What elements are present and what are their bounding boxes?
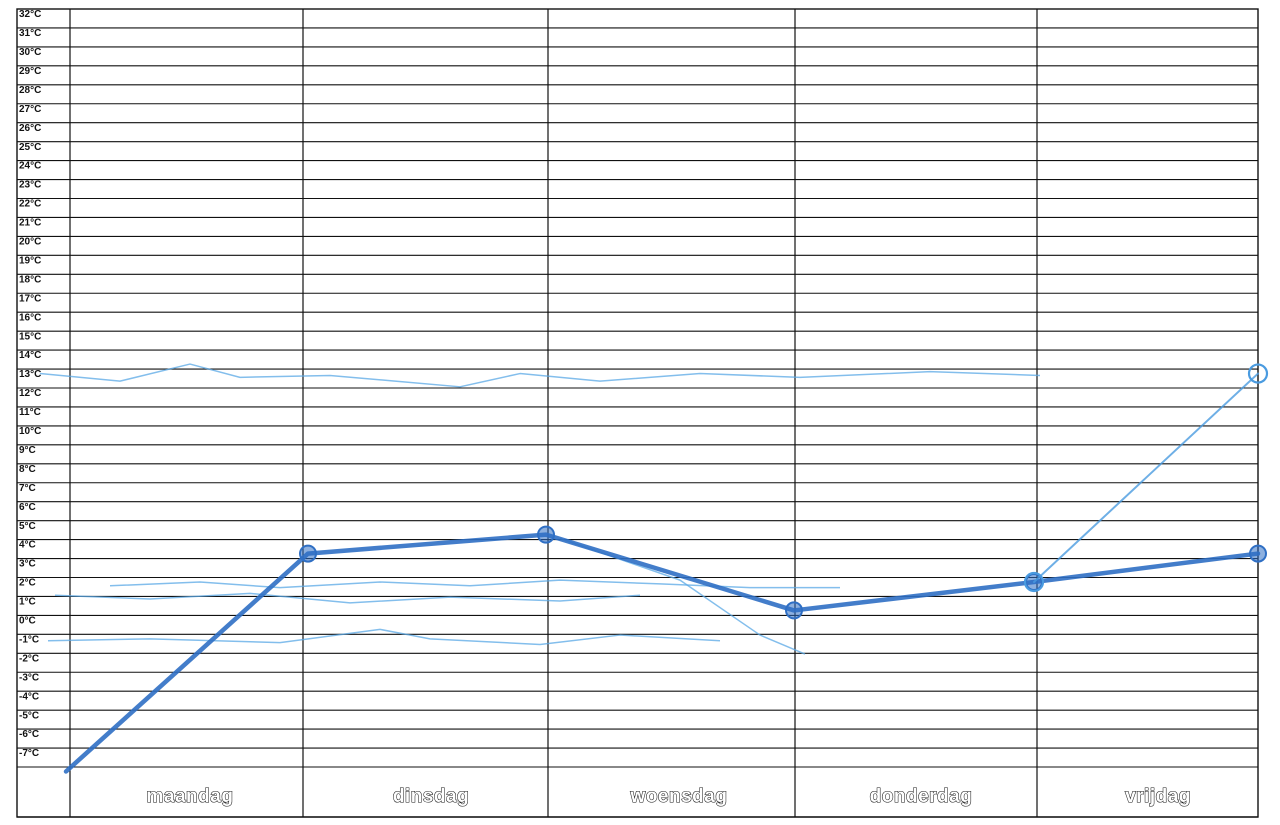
y-tick-label: 20°C (19, 237, 41, 248)
x-axis-labels: maandag dinsdag woensdag donderdag vrijdag (146, 785, 1191, 807)
chart-border (16, 8, 1259, 818)
y-tick-label: -4°C (19, 691, 39, 702)
y-tick-label: 27°C (19, 104, 41, 115)
y-tick-label: 21°C (19, 218, 41, 229)
y-tick-label: 19°C (19, 255, 41, 266)
y-tick-label: 7°C (19, 483, 36, 494)
y-tick-label: 23°C (19, 180, 41, 191)
y-tick-label: 10°C (19, 426, 41, 437)
y-axis-labels: 32°C 31°C 30°C 29°C 28°C 27°C 26°C 25°C 24°C 23°C… (19, 9, 41, 759)
series-lines (63, 363, 1269, 774)
y-tick-label: 3°C (19, 559, 36, 570)
x-category-label: maandag (147, 786, 234, 807)
y-tick-label: 29°C (19, 66, 41, 77)
y-tick-label: 28°C (19, 85, 41, 96)
x-category-label: woensdag (630, 786, 728, 807)
x-category-label: vrijdag (1125, 786, 1191, 807)
y-tick-label: 8°C (19, 464, 36, 475)
data-point-1 (537, 525, 555, 544)
y-tick-label: 25°C (19, 142, 41, 153)
data-point-1 (1249, 544, 1267, 563)
x-category-label: dinsdag (393, 786, 469, 807)
y-tick-label: 6°C (19, 502, 36, 513)
y-tick-label: 32°C (19, 9, 41, 20)
y-tick-label: 14°C (19, 350, 41, 361)
y-tick-label: 0°C (19, 616, 36, 627)
pencil-scribble (39, 363, 1041, 388)
y-tick-label: 18°C (19, 274, 41, 285)
pencil-scribble (109, 579, 840, 589)
y-tick-label: 12°C (19, 388, 41, 399)
y-tick-label: 2°C (19, 578, 36, 589)
y-tick-label: 9°C (19, 445, 36, 456)
y-tick-label: 30°C (19, 47, 41, 58)
x-category-label: donderdag (870, 786, 973, 807)
y-tick-label: -1°C (19, 634, 39, 645)
y-tick-label: 4°C (19, 540, 36, 551)
y-tick-label: 24°C (19, 161, 41, 172)
data-point-2 (1023, 571, 1045, 593)
y-tick-label: -3°C (19, 672, 39, 683)
pencil-scribbles (39, 363, 1041, 655)
series-line-2 (1033, 372, 1259, 583)
y-tick-label: 15°C (19, 331, 41, 342)
data-point-2 (1247, 363, 1269, 384)
y-tick-label: 17°C (19, 293, 41, 304)
pencil-scribble (47, 628, 721, 646)
y-tick-label: 22°C (19, 199, 41, 210)
data-point-1 (299, 544, 317, 563)
series-line-1 (63, 532, 1261, 774)
y-tick-label: 11°C (19, 407, 41, 418)
y-tick-label: 26°C (19, 123, 41, 134)
y-tick-label: 16°C (19, 312, 41, 323)
pencil-scribble (54, 592, 641, 604)
y-tick-label: 5°C (19, 521, 36, 532)
data-point-1 (785, 601, 803, 620)
y-tick-label: 1°C (19, 597, 36, 608)
y-tick-label: -5°C (19, 710, 39, 721)
y-tick-label: -2°C (19, 653, 39, 664)
y-tick-label: -6°C (19, 729, 39, 740)
y-tick-label: 13°C (19, 369, 41, 380)
y-tick-label: 31°C (19, 28, 41, 39)
y-tick-label: -7°C (19, 748, 39, 759)
grid (16, 8, 1259, 818)
